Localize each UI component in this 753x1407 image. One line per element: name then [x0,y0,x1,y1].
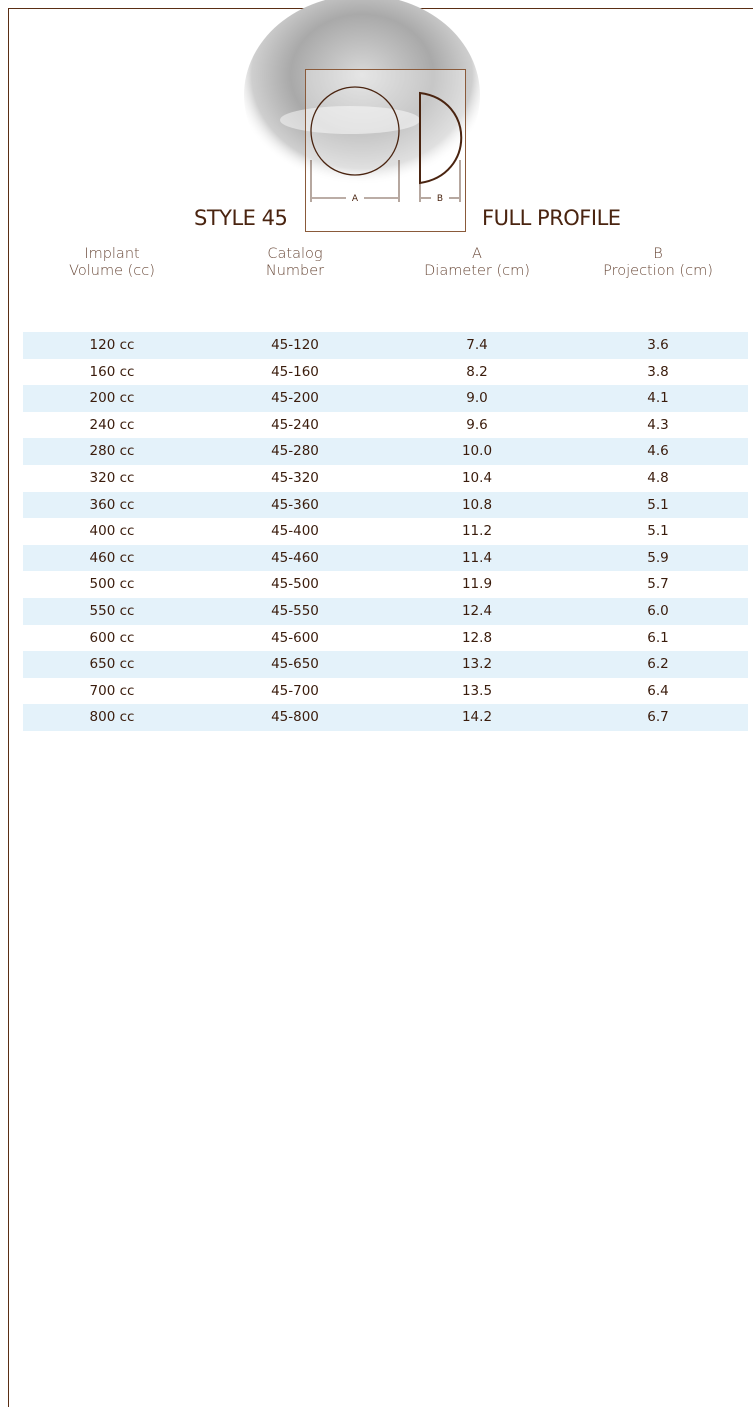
table-cell: 5.7 [578,571,738,598]
table-cell: 13.5 [397,678,557,705]
table-cell: 45-280 [215,438,375,465]
table-cell: 360 cc [32,492,192,519]
header-line: Diameter (cm) [387,263,567,280]
table-cell: 13.2 [397,651,557,678]
table-cell: 5.1 [578,518,738,545]
table-cell: 6.7 [578,704,738,731]
table-cell: 240 cc [32,412,192,439]
header-line: Catalog [205,246,385,263]
table-cell: 6.1 [578,625,738,652]
profile-title: FULL PROFILE [482,206,621,230]
table-row: 400 cc 45-400 11.2 5.1 [23,518,748,545]
table-cell: 700 cc [32,678,192,705]
table-row: 600 cc 45-600 12.8 6.1 [23,625,748,652]
table-cell: 45-500 [215,571,375,598]
table-cell: 9.0 [397,385,557,412]
header-line: Projection (cm) [568,263,748,280]
table-cell: 45-550 [215,598,375,625]
table-row: 460 cc 45-460 11.4 5.9 [23,545,748,572]
table-cell: 120 cc [32,332,192,359]
table-cell: 6.4 [578,678,738,705]
table-cell: 460 cc [32,545,192,572]
table-row: 280 cc 45-280 10.0 4.6 [23,438,748,465]
table-row: 500 cc 45-500 11.9 5.7 [23,571,748,598]
table-cell: 11.9 [397,571,557,598]
table-row: 360 cc 45-360 10.8 5.1 [23,492,748,519]
table-row: 240 cc 45-240 9.6 4.3 [23,412,748,439]
table-cell: 4.6 [578,438,738,465]
table-cell: 400 cc [32,518,192,545]
header-line: Implant [22,246,202,263]
table-cell: 45-460 [215,545,375,572]
table-cell: 45-160 [215,359,375,386]
table-cell: 45-320 [215,465,375,492]
table-cell: 320 cc [32,465,192,492]
table-cell: 6.2 [578,651,738,678]
table-cell: 5.9 [578,545,738,572]
table-cell: 45-650 [215,651,375,678]
table-cell: 45-800 [215,704,375,731]
table-cell: 6.0 [578,598,738,625]
table-cell: 3.8 [578,359,738,386]
table-cell: 10.0 [397,438,557,465]
header-line: A [387,246,567,263]
header-line: B [568,246,748,263]
table-cell: 200 cc [32,385,192,412]
table-cell: 500 cc [32,571,192,598]
table-cell: 45-120 [215,332,375,359]
table-row: 550 cc 45-550 12.4 6.0 [23,598,748,625]
table-cell: 9.6 [397,412,557,439]
table-row: 800 cc 45-800 14.2 6.7 [23,704,748,731]
table-cell: 45-240 [215,412,375,439]
table-row: 700 cc 45-700 13.5 6.4 [23,678,748,705]
table-cell: 5.1 [578,492,738,519]
table-cell: 4.1 [578,385,738,412]
table-cell: 10.8 [397,492,557,519]
table-cell: 45-700 [215,678,375,705]
table-cell: 10.4 [397,465,557,492]
table-cell: 45-600 [215,625,375,652]
table-row: 650 cc 45-650 13.2 6.2 [23,651,748,678]
table-cell: 7.4 [397,332,557,359]
header-line: Number [205,263,385,280]
style-title: STYLE 45 [194,206,287,230]
table-cell: 600 cc [32,625,192,652]
table-cell: 45-360 [215,492,375,519]
table-cell: 11.4 [397,545,557,572]
table-cell: 550 cc [32,598,192,625]
table-cell: 14.2 [397,704,557,731]
table-cell: 3.6 [578,332,738,359]
table-cell: 45-400 [215,518,375,545]
header-line: Volume (cc) [22,263,202,280]
table-row: 120 cc 45-120 7.4 3.6 [23,332,748,359]
implant-illustration: A B [0,0,753,240]
table-cell: 12.4 [397,598,557,625]
table-cell: 4.8 [578,465,738,492]
dimension-label: A [352,194,359,204]
table-cell: 12.8 [397,625,557,652]
table-cell: 45-200 [215,385,375,412]
table-cell: 650 cc [32,651,192,678]
diagram-box [306,70,466,232]
table-row: 200 cc 45-200 9.0 4.1 [23,385,748,412]
page: {"header": {"diagram_label_a": "A", "dia… [0,0,753,1407]
table-cell: 280 cc [32,438,192,465]
table-row: 320 cc 45-320 10.4 4.8 [23,465,748,492]
table-cell: 160 cc [32,359,192,386]
table-row: 160 cc 45-160 8.2 3.8 [23,359,748,386]
table-cell: 800 cc [32,704,192,731]
table-cell: 11.2 [397,518,557,545]
table-cell: 4.3 [578,412,738,439]
table-cell: 8.2 [397,359,557,386]
dimension-label: B [437,194,443,204]
